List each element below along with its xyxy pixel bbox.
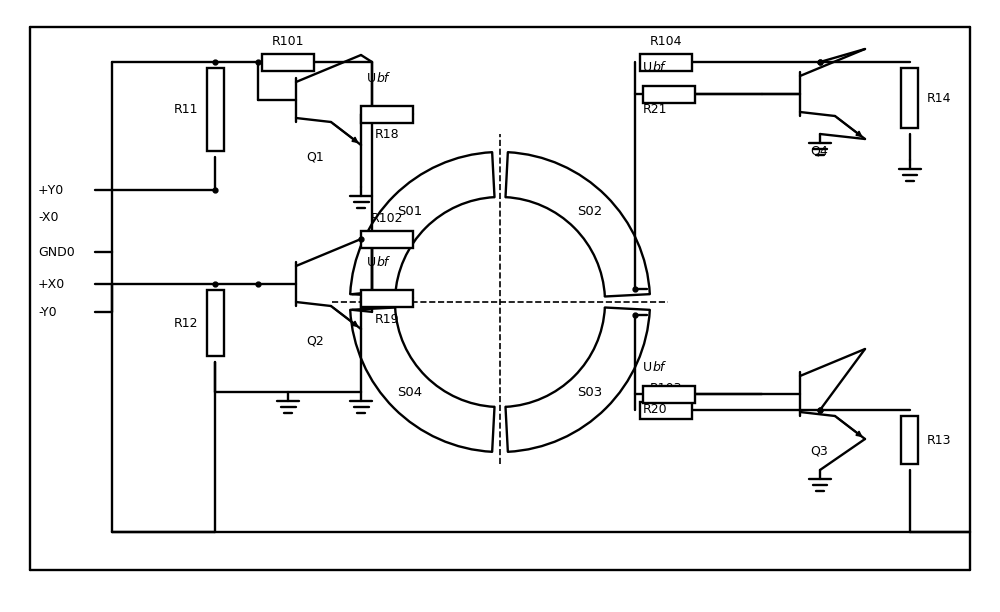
Text: R101: R101 xyxy=(272,34,304,48)
Bar xyxy=(643,86,695,102)
Text: R14: R14 xyxy=(926,92,951,105)
Text: R12: R12 xyxy=(174,316,199,329)
Bar xyxy=(643,386,695,403)
Text: U: U xyxy=(367,256,376,269)
Bar xyxy=(901,68,918,128)
Text: R19: R19 xyxy=(375,313,399,326)
Bar xyxy=(262,53,314,70)
Text: S01: S01 xyxy=(397,206,422,218)
Bar xyxy=(361,231,413,247)
Text: R102: R102 xyxy=(371,212,403,225)
Text: S03: S03 xyxy=(578,386,603,398)
Text: Q2: Q2 xyxy=(306,334,324,347)
Text: U: U xyxy=(367,72,376,85)
Text: bf: bf xyxy=(377,72,389,85)
Bar xyxy=(640,53,692,70)
Text: GND0: GND0 xyxy=(38,245,75,258)
Text: R20: R20 xyxy=(643,403,668,416)
Text: R13: R13 xyxy=(926,433,951,447)
Text: R104: R104 xyxy=(650,34,682,48)
Bar xyxy=(640,401,692,419)
Bar xyxy=(901,416,918,464)
Text: R103: R103 xyxy=(650,382,682,395)
Text: +Y0: +Y0 xyxy=(38,184,64,196)
Text: U: U xyxy=(643,361,652,374)
Text: R21: R21 xyxy=(643,103,668,116)
Text: +X0: +X0 xyxy=(38,277,65,291)
Text: -X0: -X0 xyxy=(38,211,59,223)
Text: R18: R18 xyxy=(375,129,399,141)
Text: S04: S04 xyxy=(397,386,422,398)
Text: U: U xyxy=(643,61,652,74)
Text: R11: R11 xyxy=(174,103,199,116)
Text: -Y0: -Y0 xyxy=(38,305,57,318)
Text: S02: S02 xyxy=(578,206,603,218)
Text: bf: bf xyxy=(653,361,665,374)
Bar xyxy=(207,290,224,356)
Text: bf: bf xyxy=(653,61,665,74)
Text: Q3: Q3 xyxy=(810,444,828,457)
Bar xyxy=(361,289,413,307)
Text: Q1: Q1 xyxy=(306,150,324,163)
Text: bf: bf xyxy=(377,256,389,269)
Text: Q4: Q4 xyxy=(810,144,828,157)
Bar xyxy=(207,68,224,151)
Bar xyxy=(361,105,413,122)
